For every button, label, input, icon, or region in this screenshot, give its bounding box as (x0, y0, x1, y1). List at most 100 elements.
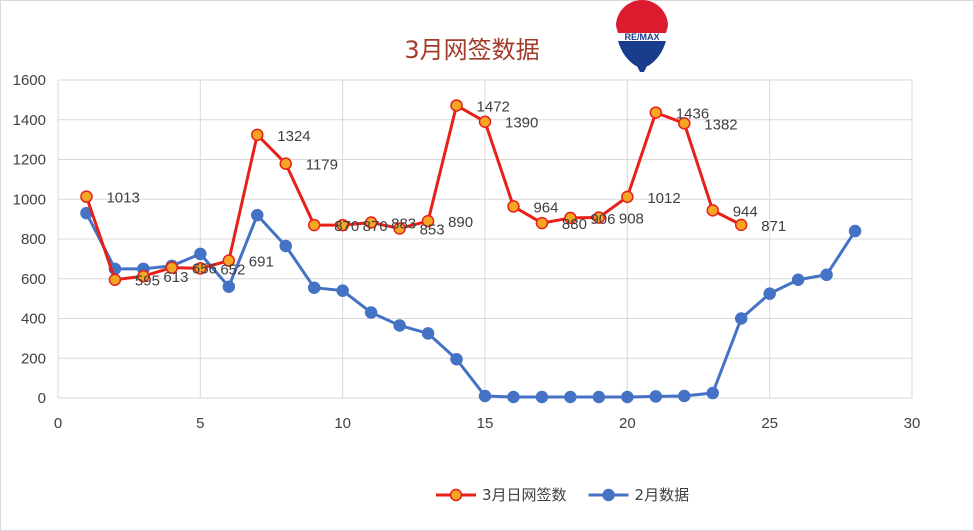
data-point (820, 268, 833, 282)
data-point (706, 386, 719, 400)
data-point (222, 254, 236, 267)
data-point (592, 390, 606, 404)
legend: 3月日网签数 2月数据 (436, 486, 689, 504)
data-point (848, 224, 862, 238)
data-point (137, 269, 150, 283)
data-label: 964 (533, 199, 558, 216)
data-point (336, 284, 349, 297)
data-point (535, 390, 549, 404)
data-point (279, 157, 292, 170)
data-point (763, 287, 776, 300)
remax-balloon-logo: RE/MAX (616, 0, 668, 72)
data-label: 1382 (704, 116, 737, 133)
y-tick-label: 1600 (13, 72, 46, 89)
data-label: 880 (562, 216, 587, 233)
data-point (478, 115, 492, 128)
data-label: 1012 (647, 190, 680, 207)
data-point (678, 389, 691, 403)
data-label: 890 (448, 214, 473, 231)
x-tick-label: 0 (54, 415, 62, 432)
data-label: 652 (220, 261, 245, 278)
data-label: 1179 (306, 157, 338, 174)
data-point (165, 261, 179, 274)
data-point (393, 222, 406, 235)
data-point (535, 216, 549, 230)
data-label: 853 (420, 221, 445, 238)
legend-marker (449, 488, 463, 502)
data-point (478, 389, 492, 403)
data-point (421, 214, 435, 228)
data-label: 883 (391, 216, 416, 233)
data-point (450, 352, 463, 366)
chart-title: 3月网签数据 (404, 36, 539, 64)
y-tick-label: 200 (21, 350, 46, 367)
y-tick-label: 0 (38, 390, 46, 407)
data-point (592, 211, 606, 224)
y-tick-label: 800 (21, 231, 46, 248)
data-point (307, 281, 321, 294)
data-point (649, 390, 663, 403)
data-label: 691 (249, 254, 274, 271)
data-label: 870 (334, 218, 359, 235)
data-point (450, 99, 463, 112)
data-point (564, 390, 577, 404)
data-point (678, 117, 691, 130)
data-point (421, 327, 435, 340)
data-point (251, 128, 264, 142)
data-label: 595 (135, 273, 160, 290)
data-point (364, 306, 378, 319)
x-tick-label: 15 (477, 415, 494, 432)
x-tick-label: 5 (196, 415, 204, 432)
data-label: 906 (590, 211, 615, 228)
data-label: 870 (363, 218, 388, 235)
data-point (108, 273, 122, 286)
data-point (222, 280, 236, 293)
data-point (649, 106, 663, 119)
data-label: 1472 (477, 98, 510, 115)
x-axis: 0 5 10 15 20 25 30 (54, 415, 921, 432)
legend-label: 3月日网签数 (482, 486, 567, 504)
data-label: 1013 (106, 190, 139, 207)
y-axis: 0 200 400 600 800 1000 1200 1400 1600 (13, 72, 46, 407)
series-line (85, 212, 857, 399)
logo-text: RE/MAX (624, 32, 659, 42)
data-point (336, 218, 349, 232)
data-label: 1324 (277, 128, 310, 145)
data-point (621, 190, 634, 204)
data-point (706, 204, 719, 217)
series-layer (80, 99, 862, 404)
data-point (251, 208, 264, 222)
legend-label: 2月数据 (635, 486, 690, 504)
data-label: 944 (733, 203, 758, 220)
data-label: 871 (761, 218, 786, 235)
data-point (279, 239, 292, 253)
data-point (734, 312, 748, 325)
data-point (194, 247, 207, 261)
series-line (85, 103, 742, 282)
data-point (364, 216, 378, 229)
y-tick-label: 400 (21, 311, 46, 328)
data-point (507, 200, 520, 213)
data-label: 908 (619, 211, 644, 228)
y-tick-label: 600 (21, 271, 46, 288)
data-point (393, 319, 406, 332)
data-point (564, 211, 577, 225)
y-tick-label: 1000 (13, 191, 46, 208)
x-tick-label: 25 (761, 415, 778, 432)
data-point (791, 273, 805, 286)
data-point (734, 218, 748, 232)
data-point (194, 262, 207, 275)
data-label: 1390 (505, 115, 538, 132)
data-point (80, 190, 93, 203)
x-tick-label: 30 (904, 415, 921, 432)
y-tick-label: 1200 (13, 152, 46, 169)
x-tick-label: 10 (334, 415, 351, 432)
data-point (507, 390, 520, 404)
y-tick-label: 1400 (13, 112, 46, 129)
legend-marker (602, 488, 615, 502)
x-tick-label: 20 (619, 415, 636, 432)
data-label: 613 (163, 269, 188, 286)
data-label: 1436 (676, 106, 709, 123)
